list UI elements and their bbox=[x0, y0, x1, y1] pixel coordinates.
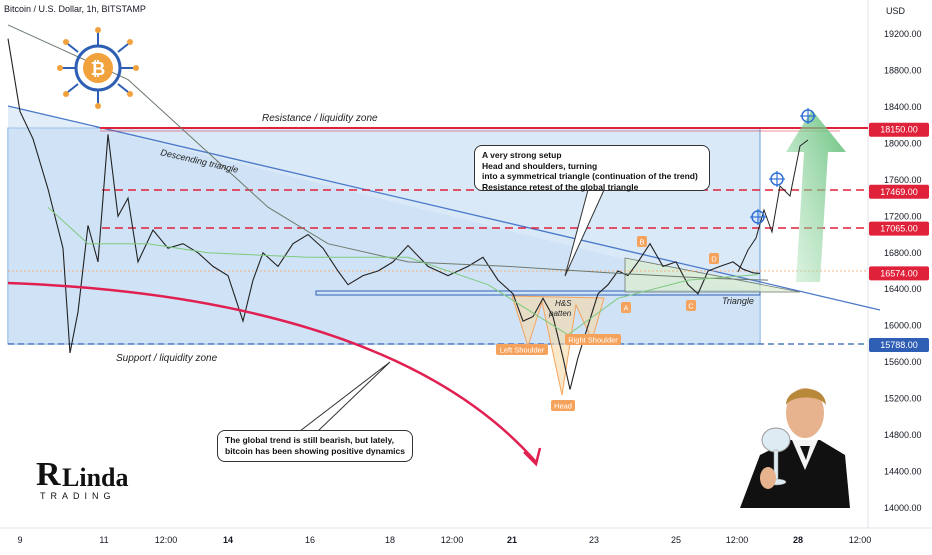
hs-pattern-shape bbox=[511, 295, 605, 396]
callout-line: The global trend is still bearish, but l… bbox=[225, 435, 394, 445]
logo-sub: TRADING bbox=[40, 491, 116, 501]
price-label-text: 18150.00 bbox=[880, 125, 918, 135]
y-tick-label: 14000.00 bbox=[884, 503, 922, 513]
svg-text:A: A bbox=[623, 304, 628, 313]
point-b-badge: B bbox=[637, 236, 647, 247]
x-tick-label: 28 bbox=[793, 535, 803, 545]
y-tick-label: 18400.00 bbox=[884, 102, 922, 112]
svg-text:B: B bbox=[639, 238, 644, 247]
y-tick-label: 18800.00 bbox=[884, 65, 922, 75]
y-tick-label: 14400.00 bbox=[884, 467, 922, 477]
price-label-level: 17469.00 bbox=[869, 184, 929, 199]
x-axis-ticks: 9 11 12:00 14 16 18 12:00 21 23 25 12:00 28 12:00 bbox=[17, 535, 871, 545]
point-a-badge: A bbox=[621, 302, 631, 313]
y-tick-label: 16000.00 bbox=[884, 321, 922, 331]
x-tick-label: 12:00 bbox=[726, 535, 749, 545]
price-label-support: 15788.00 bbox=[869, 338, 929, 353]
svg-text:Left Shoulder: Left Shoulder bbox=[500, 346, 545, 355]
right-shoulder-badge: Right Shoulder bbox=[565, 334, 621, 345]
point-d-badge: D bbox=[709, 253, 719, 264]
callout-line: A very strong setup bbox=[482, 150, 562, 160]
symmetrical-triangle-shape bbox=[624, 257, 801, 293]
x-tick-label: 25 bbox=[671, 535, 681, 545]
callout-line: into a symmetrical triangle (continuatio… bbox=[482, 171, 698, 182]
price-label-text: 16574.00 bbox=[880, 268, 918, 278]
bullish-arrow bbox=[786, 110, 846, 282]
x-tick-label: 16 bbox=[305, 535, 315, 545]
bearish-curve bbox=[7, 281, 537, 463]
hs-label-line: H&S bbox=[555, 299, 572, 308]
y-axis-ticks: 14000.00 14400.00 14800.00 15200.00 15600.00… bbox=[869, 29, 929, 513]
chart-title: Bitcoin / U.S. Dollar, 1h, BITSTAMP bbox=[4, 4, 146, 14]
series-layer: Resistance / liquidity zone Support / liq… bbox=[7, 24, 769, 411]
projected-path bbox=[737, 139, 809, 273]
y-tick-label: 15200.00 bbox=[884, 394, 922, 404]
y-tick-label: 14800.00 bbox=[884, 430, 922, 440]
y-tick-label: 17600.00 bbox=[884, 175, 922, 185]
point-c-badge: C bbox=[686, 300, 696, 311]
hs-label-line: patten bbox=[548, 309, 572, 318]
price-label-resistance: 18150.00 bbox=[869, 122, 929, 137]
x-tick-label: 18 bbox=[385, 535, 395, 545]
logo-main: Linda bbox=[62, 463, 129, 492]
x-tick-label: 11 bbox=[99, 535, 108, 545]
y-tick-label: 16400.00 bbox=[884, 284, 922, 294]
y-tick-label: 18000.00 bbox=[884, 138, 922, 148]
toast-character-picture bbox=[735, 378, 850, 508]
callout-trend: The global trend is still bearish, but l… bbox=[217, 430, 413, 462]
x-tick-label: 12:00 bbox=[441, 535, 464, 545]
descending-triangle-shape bbox=[8, 106, 760, 344]
callout-setup: A very strong setup Head and shoulders, … bbox=[474, 145, 710, 192]
support-zone-label: Support / liquidity zone bbox=[116, 353, 218, 364]
y-tick-label: 16800.00 bbox=[884, 248, 922, 258]
currency-label: USD bbox=[886, 6, 906, 16]
x-tick-label: 23 bbox=[589, 535, 599, 545]
x-tick-label: 21 bbox=[507, 535, 517, 545]
slow-moving-average bbox=[7, 24, 769, 281]
callout-line: Head and shoulders, turning bbox=[482, 160, 598, 171]
left-shoulder-badge: Left Shoulder bbox=[496, 344, 548, 355]
x-tick-label: 9 bbox=[17, 535, 22, 545]
logo-r: R bbox=[36, 456, 61, 493]
callout-line: Resistance retest of the global triangle bbox=[482, 181, 639, 192]
target-icon bbox=[750, 209, 766, 225]
triangle-base-box bbox=[315, 290, 761, 296]
svg-text:Right Shoulder: Right Shoulder bbox=[568, 336, 618, 345]
target-icon bbox=[800, 108, 816, 124]
svg-text:C: C bbox=[688, 302, 694, 311]
bitcoin-icon: ₿ bbox=[57, 27, 139, 109]
price-series bbox=[7, 38, 761, 390]
bearish-curve-arrowhead bbox=[523, 447, 542, 467]
y-tick-label: 17200.00 bbox=[884, 211, 922, 221]
price-label-current: 16574.00 bbox=[869, 266, 929, 281]
x-tick-label: 14 bbox=[223, 535, 233, 545]
fast-moving-average bbox=[47, 206, 759, 336]
svg-text:Head: Head bbox=[554, 402, 572, 411]
svg-text:D: D bbox=[711, 255, 717, 264]
y-tick-label: 19200.00 bbox=[884, 29, 922, 39]
resistance-zone-label: Resistance / liquidity zone bbox=[262, 113, 378, 124]
x-tick-label: 12:00 bbox=[849, 535, 872, 545]
callout-line: bitcoin has been showing positive dynami… bbox=[225, 445, 405, 456]
price-label-text: 17065.00 bbox=[880, 224, 918, 234]
svg-text:₿: ₿ bbox=[91, 59, 106, 79]
callout-trend-pointer bbox=[298, 361, 391, 432]
triangle-label: Triangle bbox=[722, 296, 754, 306]
head-badge: Head bbox=[551, 400, 575, 411]
target-icon bbox=[769, 171, 785, 187]
price-label-text: 15788.00 bbox=[880, 340, 918, 350]
x-tick-label: 12:00 bbox=[155, 535, 178, 545]
price-label-level: 17065.00 bbox=[869, 221, 929, 236]
y-tick-label: 15600.00 bbox=[884, 357, 922, 367]
price-label-text: 17469.00 bbox=[880, 187, 918, 197]
